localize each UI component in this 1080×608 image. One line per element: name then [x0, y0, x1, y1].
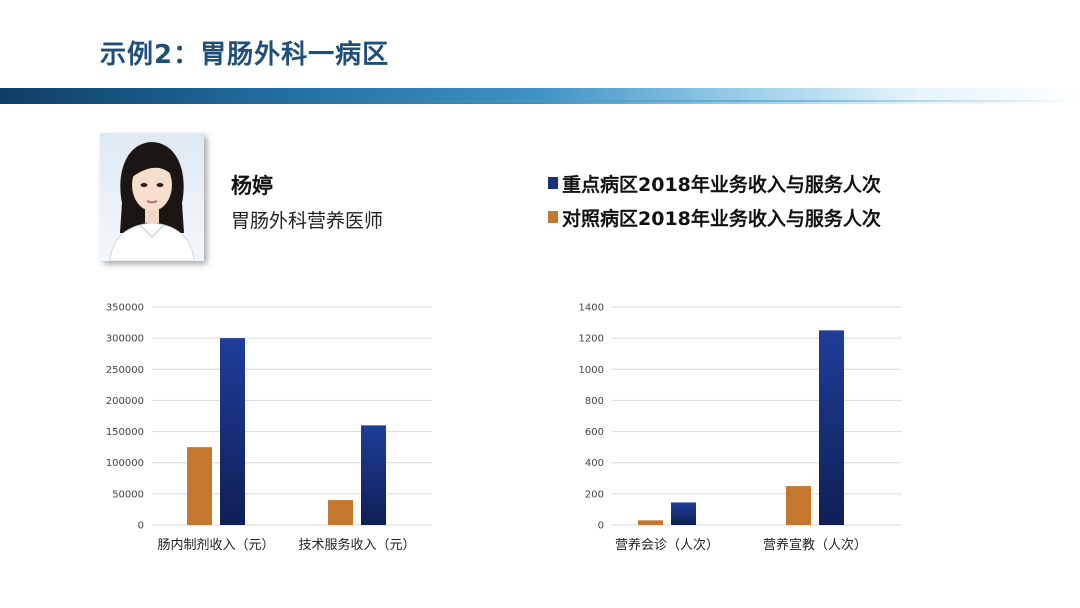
y-tick-label: 1000 — [579, 365, 604, 376]
y-tick-label: 0 — [598, 521, 604, 532]
portrait-photo — [100, 133, 204, 261]
y-tick-label: 100000 — [106, 458, 144, 469]
legend-label-key-ward: 重点病区2018年业务收入与服务人次 — [562, 173, 881, 196]
bar-key-ward — [361, 425, 386, 525]
y-tick-label: 1400 — [579, 303, 604, 314]
chart-revenue-svg: 0 50000 100000 150000 200000 250000 300000 3500… — [106, 303, 432, 553]
legend-label-control-ward: 对照病区2018年业务收入与服务人次 — [562, 207, 881, 230]
chart-service-count: 0 200 400 600 800 1000 1200 1400 营养会诊（人次） 营养宣教（人次… — [560, 295, 920, 565]
bar-control-ward — [638, 520, 663, 525]
person-role: 胃肠外科营养医师 — [231, 210, 384, 232]
portrait-photo-icon — [100, 133, 204, 261]
bar-control-ward — [328, 500, 353, 525]
bar-control-ward — [786, 486, 811, 525]
y-tick-label: 600 — [585, 427, 604, 438]
legend-item-key-ward: 重点病区2018年业务收入与服务人次 — [548, 166, 881, 200]
bar-key-ward — [671, 502, 696, 525]
y-tick-label: 800 — [585, 396, 604, 407]
legend-swatch-key-ward — [548, 177, 558, 189]
chart-service-count-svg: 0 200 400 600 800 1000 1200 1400 营养会诊（人次） 营养宣教（人次… — [579, 303, 902, 553]
legend-swatch-control-ward — [548, 211, 558, 223]
bar-control-ward — [187, 447, 212, 525]
chart-legend: 重点病区2018年业务收入与服务人次 对照病区2018年业务收入与服务人次 — [548, 166, 881, 234]
x-category-label: 肠内制剂收入（元） — [157, 537, 274, 553]
legend-item-control-ward: 对照病区2018年业务收入与服务人次 — [548, 200, 881, 234]
x-category-label: 营养会诊（人次） — [615, 537, 719, 553]
bar-key-ward — [819, 330, 844, 525]
y-tick-label: 1200 — [579, 334, 604, 345]
y-tick-label: 150000 — [106, 427, 144, 438]
person-name: 杨婷 — [231, 174, 273, 198]
y-tick-label: 200000 — [106, 396, 144, 407]
y-tick-label: 400 — [585, 458, 604, 469]
y-tick-label: 300000 — [106, 334, 144, 345]
title-divider-band — [0, 88, 1080, 104]
y-tick-label: 200 — [585, 489, 604, 500]
x-category-label: 营养宣教（人次） — [763, 537, 867, 553]
y-tick-label: 0 — [138, 521, 144, 532]
slide-title: 示例2：胃肠外科一病区 — [100, 40, 390, 70]
x-category-label: 技术服务收入（元） — [298, 537, 415, 553]
y-tick-label: 350000 — [106, 303, 144, 314]
bar-key-ward — [220, 338, 245, 525]
y-tick-label: 250000 — [106, 365, 144, 376]
chart-revenue: 0 50000 100000 150000 200000 250000 300000 3500… — [90, 295, 450, 565]
y-tick-label: 50000 — [112, 489, 144, 500]
